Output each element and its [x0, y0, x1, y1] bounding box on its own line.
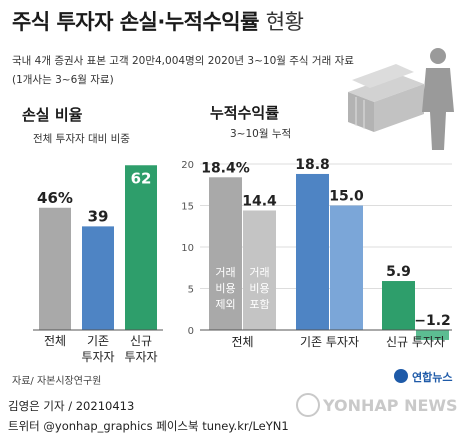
return-value-label-1-1: 15.0 [329, 189, 364, 205]
return-value-label-1-0: 18.8 [295, 157, 330, 173]
return-ytick-label: 10 [181, 243, 194, 254]
page-title: 주식 투자자 손실·누적수익률 현황 [12, 10, 304, 34]
title-suffix: 현황 [265, 10, 304, 34]
series-label-0: 거래 [215, 266, 235, 279]
yonhap-logo-icon [394, 369, 408, 383]
money-person-illustration [348, 48, 454, 150]
watermark: YONHAP NEWS [323, 396, 458, 415]
return-value-label-0-1: 14.4 [242, 193, 277, 209]
series-label-0: 제외 [215, 298, 235, 311]
cumulative-return-subtitle: 3~10월 누적 [230, 128, 292, 140]
page-subtitle: 국내 4개 증권사 표본 고객 20만4,004명의 2020년 3~10월 주… [12, 52, 354, 90]
series-label-0: 비용 [215, 282, 235, 295]
loss-ratio-subtitle: 전체 투자자 대비 비중 [33, 133, 130, 145]
return-bar-1-1 [330, 205, 363, 330]
loss-category-label-2: 신규 [130, 334, 152, 348]
loss-category-label-1: 투자자 [81, 350, 114, 364]
subtitle-line-2: (1개사는 3~6월 자료) [12, 74, 114, 86]
return-bar-0-1 [243, 210, 276, 330]
subtitle-line-1: 국내 4개 증권사 표본 고객 20만4,004명의 2020년 3~10월 주… [12, 55, 354, 67]
yonhap-logo-text: 연합뉴스 [412, 371, 453, 384]
return-ytick-label: 0 [188, 326, 194, 337]
series-label-1: 포함 [249, 298, 269, 311]
cumulative-return-chart: 0 5 10 15 20 18.4% 14.4 전체 18.8 15.0 기존 투자자 5.9 −1.2… [181, 157, 452, 349]
loss-bar-0 [39, 207, 71, 330]
return-bar-1-0 [296, 173, 329, 330]
loss-value-label-1: 39 [88, 207, 109, 225]
loss-ratio-title: 손실 비율 [22, 106, 83, 124]
loss-category-label-1: 기존 [87, 334, 109, 348]
return-ytick-label: 20 [181, 160, 194, 171]
return-bar-2-1 [416, 330, 449, 340]
loss-category-label-2: 투자자 [124, 350, 157, 364]
loss-category-label-0: 전체 [44, 334, 66, 348]
return-bar-0-0 [209, 177, 242, 330]
return-category-label-1: 기존 투자자 [300, 335, 359, 349]
return-value-label-2-1: −1.2 [414, 313, 451, 329]
watermark-logo-icon [296, 393, 320, 417]
return-bar-2-0 [382, 281, 415, 330]
loss-value-label-0: 46% [37, 189, 73, 207]
source-note: 자료/ 자본시장연구원 [12, 376, 102, 387]
loss-bar-2 [125, 165, 157, 330]
return-value-label-0-0: 18.4% [201, 160, 250, 176]
return-category-label-0: 전체 [231, 335, 253, 349]
series-label-1: 거래 [249, 266, 269, 279]
social-credit: 트위터 @yonhap_graphics 페이스북 tuney.kr/LeYN1 [8, 419, 289, 433]
series-label-1: 비용 [249, 282, 269, 295]
cumulative-return-title: 누적수익률 [210, 104, 280, 122]
return-ytick-label: 15 [181, 202, 194, 213]
loss-value-label-2: 62 [131, 169, 152, 187]
return-ytick-label: 5 [188, 285, 194, 296]
return-value-label-2-0: 5.9 [386, 264, 411, 280]
loss-bar-1 [82, 226, 114, 330]
author-credit: 김영은 기자 / 20210413 [8, 399, 135, 413]
return-category-label-2: 신규 투자자 [386, 335, 445, 349]
